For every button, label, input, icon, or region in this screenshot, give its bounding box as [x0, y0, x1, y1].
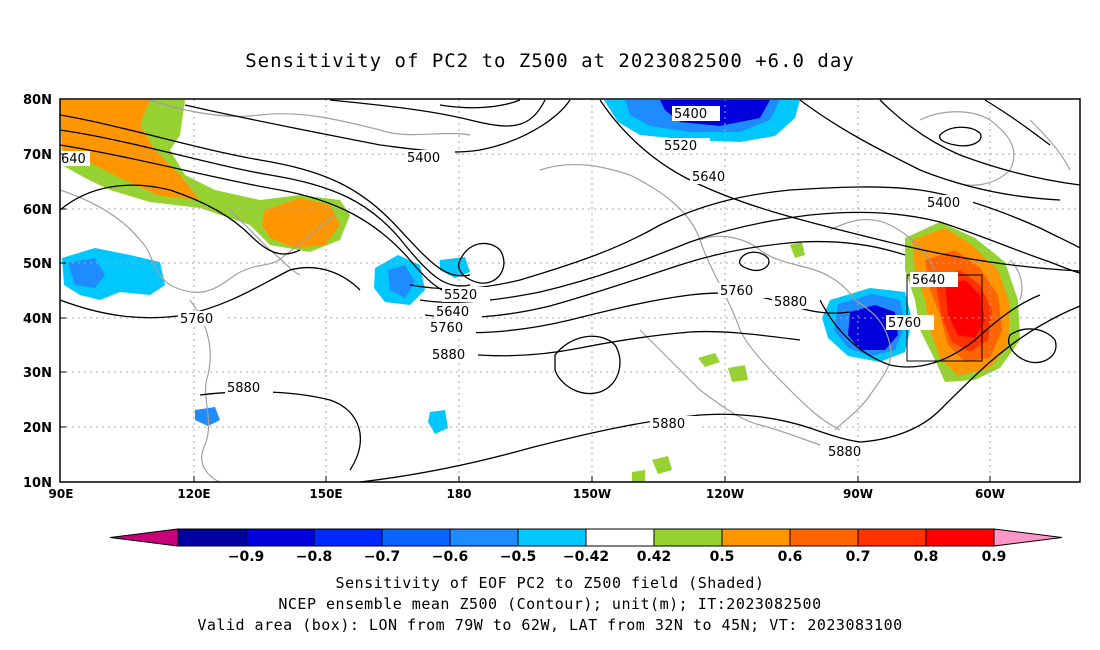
- colorbar-label: −0.42: [563, 549, 609, 565]
- contour-label: 5760: [888, 316, 921, 331]
- colorbar-swatch: [381, 528, 451, 547]
- colorbar-swatch: [585, 528, 655, 547]
- contour-label: 5400: [927, 196, 960, 211]
- contour-label: 5640: [912, 273, 945, 288]
- colorbar-label: 0.5: [710, 549, 735, 565]
- colorbar-label: 0.9: [982, 549, 1007, 565]
- contour-label: 5520: [444, 288, 477, 303]
- shade-positive-small-2: [698, 353, 720, 367]
- colorbar-swatch: [517, 528, 587, 547]
- lon-tick-label: 90E: [49, 487, 74, 501]
- footer-line-2: NCEP ensemble mean Z500 (Contour); unit(…: [278, 595, 822, 613]
- shade-negative-asia-core: [68, 258, 105, 288]
- contour-label: 5880: [432, 348, 465, 363]
- tick-marks: [60, 98, 991, 482]
- colorbar-swatch: [313, 528, 383, 547]
- shade-negative-west-pacific: [195, 407, 220, 426]
- shade-positive-kamchatka-core: [262, 198, 340, 248]
- colorbar-label: −0.7: [364, 549, 401, 565]
- lat-tick-label: 80N: [23, 93, 52, 108]
- latitude-labels: 80N 70N 60N 50N 40N 30N 20N 10N: [23, 93, 52, 491]
- shade-negative-pacific-south: [428, 410, 448, 434]
- shade-positive-atlantic-core: [945, 280, 985, 338]
- contour-label: 5880: [774, 295, 807, 310]
- colorbar-label: 0.42: [637, 549, 672, 565]
- lon-tick-label: 180: [446, 487, 471, 501]
- colorbar-label: −0.6: [432, 549, 469, 565]
- contour-label: 5880: [828, 445, 861, 460]
- lat-tick-label: 10N: [23, 476, 52, 491]
- map-title: Sensitivity of PC2 to Z500 at 2023082500…: [245, 50, 855, 72]
- colorbar-arrow-high: [993, 528, 1063, 547]
- lon-tick-label: 90W: [843, 487, 873, 501]
- shade-positive-small-5: [632, 470, 645, 482]
- lon-tick-label: 120W: [706, 487, 744, 501]
- contour-label: 5760: [720, 284, 753, 299]
- shade-negative-north-pacific-core: [388, 265, 415, 298]
- plot-frame: [59, 98, 1081, 483]
- contour-label: 5640: [692, 170, 725, 185]
- lat-tick-label: 50N: [23, 257, 52, 272]
- lon-tick-label: 150E: [309, 487, 342, 501]
- colorbar-label: 0.8: [914, 549, 939, 565]
- colorbar: [109, 528, 1063, 547]
- lon-tick-label: 150W: [573, 487, 611, 501]
- contour-label: 5400: [407, 151, 440, 166]
- lat-tick-label: 30N: [23, 366, 52, 381]
- contour-label: 5760: [180, 312, 213, 327]
- colorbar-swatch: [449, 528, 519, 547]
- lat-tick-label: 40N: [23, 312, 52, 327]
- lat-tick-label: 70N: [23, 148, 52, 163]
- contour-labels: 640 5400 5400 5520 5640 5400 5760 5880 5…: [60, 106, 973, 460]
- lat-tick-label: 60N: [23, 203, 52, 218]
- lon-tick-label: 120E: [177, 487, 210, 501]
- shaded-field: [60, 100, 1020, 482]
- longitude-labels: 90E 120E 150E 180 150W 120W 90W 60W: [49, 487, 1005, 501]
- contour-label: 5520: [664, 139, 697, 154]
- colorbar-labels: −0.9 −0.8 −0.7 −0.6 −0.5 −0.42 0.42 0.5 0.6 0.7 0.…: [228, 549, 1007, 565]
- colorbar-swatch: [177, 528, 247, 547]
- contour-label: 640: [61, 152, 86, 167]
- colorbar-swatch: [925, 528, 995, 547]
- shade-positive-small-1: [790, 242, 805, 258]
- shade-negative-atlantic-core: [848, 305, 898, 350]
- footer-caption: Sensitivity of EOF PC2 to Z500 field (Sh…: [0, 573, 1100, 636]
- colorbar-arrow-low: [109, 528, 179, 547]
- colorbar-swatch: [245, 528, 315, 547]
- contour-label: 5760: [430, 321, 463, 336]
- contour-label: 5400: [674, 107, 707, 122]
- footer-line-3: Valid area (box): LON from 79W to 62W, L…: [197, 616, 903, 634]
- colorbar-label: 0.7: [846, 549, 871, 565]
- lat-tick-label: 20N: [23, 421, 52, 436]
- colorbar-swatch: [857, 528, 927, 547]
- colorbar-label: −0.8: [296, 549, 333, 565]
- coastlines: [60, 99, 1071, 482]
- lon-tick-label: 60W: [975, 487, 1005, 501]
- colorbar-swatch: [721, 528, 791, 547]
- shade-positive-northwest-core: [60, 100, 200, 200]
- contour-label: 5640: [436, 305, 469, 320]
- contour-label: 5880: [652, 417, 685, 432]
- shade-positive-small-4: [652, 456, 672, 474]
- colorbar-label: 0.6: [778, 549, 803, 565]
- shade-positive-small-3: [728, 365, 748, 382]
- colorbar-label: −0.5: [500, 549, 537, 565]
- footer-line-1: Sensitivity of EOF PC2 to Z500 field (Sh…: [335, 574, 765, 592]
- colorbar-label: −0.9: [228, 549, 265, 565]
- colorbar-swatch: [789, 528, 859, 547]
- colorbar-swatch: [653, 528, 723, 547]
- contour-label: 5880: [227, 381, 260, 396]
